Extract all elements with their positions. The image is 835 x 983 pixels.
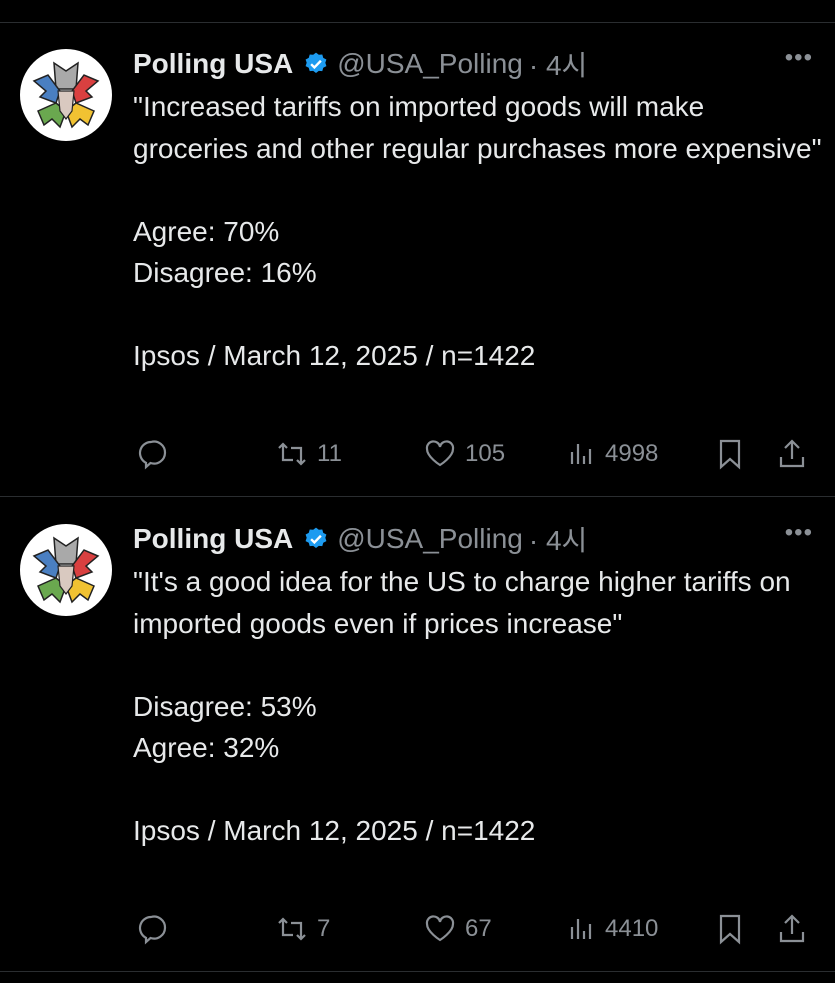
author-handle[interactable]: @USA_Polling — [337, 48, 523, 79]
reply-button[interactable] — [135, 909, 167, 949]
polling-usa-logo-icon — [32, 61, 100, 129]
avatar[interactable] — [20, 49, 112, 141]
like-count: 105 — [465, 440, 506, 467]
tweet[interactable]: Polling USA @USA_Polling · 4시 ••• "Incre… — [0, 22, 835, 497]
action-bar: 7 67 4410 — [133, 909, 823, 949]
heart-icon — [425, 915, 455, 942]
action-bar: 11 105 4998 — [133, 434, 823, 474]
share-button[interactable] — [776, 434, 808, 474]
share-icon — [779, 914, 805, 943]
bookmark-icon — [719, 914, 741, 945]
author-name[interactable]: Polling USA — [133, 523, 294, 554]
reply-icon — [138, 915, 167, 945]
view-count: 4410 — [605, 915, 659, 942]
view-count: 4998 — [605, 440, 659, 467]
bookmark-button[interactable] — [715, 434, 745, 474]
retweet-button[interactable]: 7 — [275, 909, 330, 949]
more-options-button[interactable]: ••• — [784, 44, 813, 71]
polling-usa-logo-icon — [32, 536, 100, 604]
share-icon — [779, 439, 805, 468]
divider — [0, 22, 835, 23]
more-options-button[interactable]: ••• — [784, 519, 813, 546]
avatar[interactable] — [20, 524, 112, 616]
heart-icon — [425, 440, 455, 467]
tweet[interactable]: Polling USA @USA_Polling · 4시 ••• "It's … — [0, 497, 835, 972]
views-chart-icon — [570, 919, 592, 939]
like-count: 67 — [465, 915, 492, 942]
verified-badge-icon — [305, 52, 327, 73]
timestamp[interactable]: · 4시 — [528, 50, 588, 81]
author-name[interactable]: Polling USA — [133, 48, 294, 79]
views-button[interactable]: 4998 — [567, 434, 658, 474]
bookmark-icon — [719, 439, 741, 470]
like-button[interactable]: 67 — [423, 909, 492, 949]
retweet-count: 7 — [317, 915, 331, 942]
share-button[interactable] — [776, 909, 808, 949]
retweet-button[interactable]: 11 — [275, 434, 342, 474]
author-handle[interactable]: @USA_Polling — [337, 523, 523, 554]
retweet-count: 11 — [317, 440, 342, 467]
tweet-text: "It's a good idea for the US to charge h… — [133, 566, 791, 846]
bookmark-button[interactable] — [715, 909, 745, 949]
timestamp[interactable]: · 4시 — [528, 525, 588, 556]
retweet-icon — [278, 442, 306, 466]
retweet-icon — [278, 917, 306, 941]
reply-button[interactable] — [135, 434, 167, 474]
verified-badge-icon — [305, 527, 327, 548]
views-chart-icon — [570, 444, 592, 464]
like-button[interactable]: 105 — [423, 434, 505, 474]
tweet-text: "Increased tariffs on imported goods wil… — [133, 91, 822, 371]
reply-icon — [138, 440, 167, 470]
views-button[interactable]: 4410 — [567, 909, 658, 949]
